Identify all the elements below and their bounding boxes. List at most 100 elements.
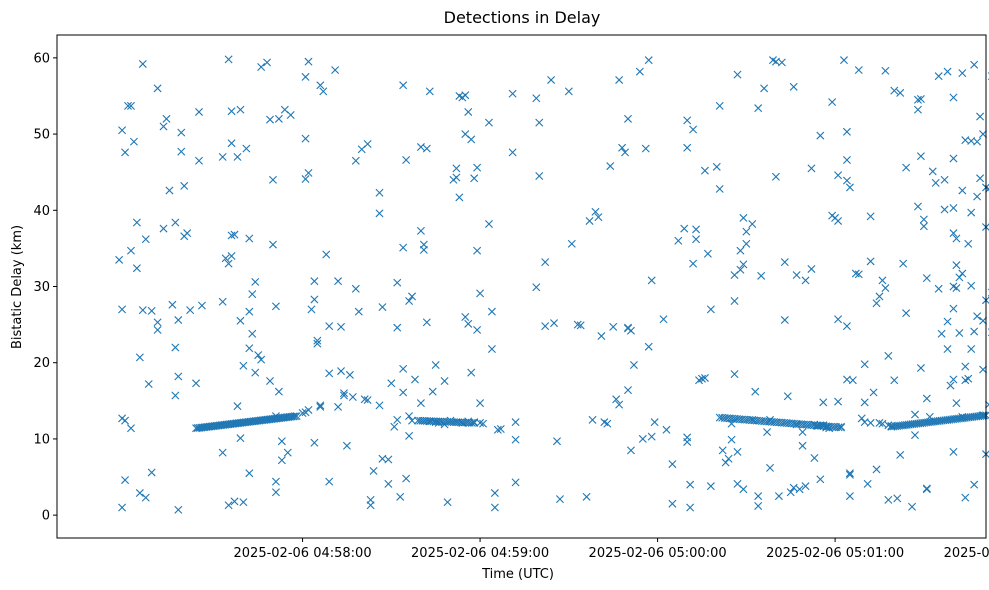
data-point bbox=[271, 488, 280, 497]
data-point bbox=[973, 312, 982, 321]
data-point bbox=[928, 167, 937, 176]
data-point bbox=[638, 434, 647, 443]
data-point bbox=[425, 87, 434, 96]
data-point bbox=[934, 284, 943, 293]
data-point bbox=[902, 163, 911, 172]
data-point bbox=[479, 419, 488, 428]
data-point bbox=[532, 283, 541, 292]
data-point bbox=[863, 479, 872, 488]
data-point bbox=[375, 188, 384, 197]
data-point bbox=[348, 393, 357, 401]
data-point bbox=[958, 269, 967, 278]
data-point bbox=[736, 265, 745, 274]
data-point bbox=[934, 72, 943, 81]
data-point bbox=[615, 400, 624, 409]
data-point bbox=[763, 428, 772, 437]
data-point bbox=[541, 258, 550, 267]
data-point bbox=[692, 225, 701, 234]
data-point bbox=[715, 184, 724, 193]
y-tick-label: 20 bbox=[33, 356, 50, 371]
data-point bbox=[916, 364, 925, 373]
data-point bbox=[700, 373, 709, 382]
data-point bbox=[706, 482, 715, 491]
data-point bbox=[339, 391, 348, 400]
x-axis-label: Time (UTC) bbox=[481, 567, 554, 582]
data-point bbox=[490, 489, 499, 498]
data-point bbox=[316, 402, 325, 411]
data-point bbox=[416, 143, 425, 152]
data-point bbox=[689, 125, 698, 134]
data-point bbox=[949, 375, 958, 384]
data-point bbox=[251, 368, 260, 377]
data-point bbox=[798, 428, 807, 437]
data-point bbox=[408, 292, 417, 301]
data-point bbox=[842, 127, 851, 136]
data-point bbox=[464, 319, 473, 328]
data-point bbox=[268, 240, 277, 249]
y-tick-label: 60 bbox=[33, 51, 50, 66]
data-point bbox=[860, 360, 869, 369]
data-point bbox=[881, 284, 890, 293]
data-point bbox=[573, 320, 582, 329]
data-point bbox=[629, 361, 638, 369]
data-point bbox=[635, 67, 644, 76]
data-point bbox=[641, 144, 650, 153]
data-point bbox=[839, 56, 848, 65]
data-point bbox=[845, 492, 854, 501]
data-point bbox=[236, 105, 245, 114]
data-point bbox=[467, 418, 476, 427]
data-point bbox=[301, 134, 310, 143]
data-point bbox=[946, 381, 955, 390]
data-point bbox=[357, 145, 366, 154]
data-point bbox=[857, 414, 866, 423]
data-point bbox=[686, 480, 695, 489]
data-point bbox=[236, 434, 245, 443]
data-point bbox=[937, 329, 946, 338]
data-point bbox=[952, 261, 961, 270]
data-point bbox=[135, 353, 144, 362]
data-point bbox=[845, 469, 854, 478]
data-point bbox=[961, 362, 970, 371]
x-tick-label: 2025-02-06 04:58:00 bbox=[234, 546, 372, 561]
data-point bbox=[550, 319, 559, 328]
data-point bbox=[967, 208, 976, 217]
data-point bbox=[612, 395, 621, 404]
data-point bbox=[443, 498, 452, 507]
data-point bbox=[138, 306, 147, 315]
data-point bbox=[118, 126, 127, 135]
data-point bbox=[405, 431, 414, 440]
data-point bbox=[689, 259, 698, 268]
data-point bbox=[369, 466, 378, 475]
data-point bbox=[242, 144, 251, 153]
data-point bbox=[624, 386, 632, 395]
data-point bbox=[399, 81, 408, 90]
data-point bbox=[245, 344, 254, 353]
data-point bbox=[390, 422, 399, 431]
chart-title: Detections in Delay bbox=[444, 8, 601, 27]
data-point bbox=[227, 252, 236, 261]
data-point bbox=[304, 168, 313, 177]
data-point bbox=[848, 376, 857, 385]
data-point bbox=[257, 355, 266, 364]
data-point bbox=[662, 425, 671, 434]
data-point bbox=[798, 441, 807, 450]
data-point bbox=[851, 269, 860, 278]
data-point bbox=[496, 425, 505, 434]
data-point bbox=[118, 503, 127, 512]
data-point bbox=[754, 492, 763, 501]
data-point bbox=[911, 431, 919, 440]
data-point bbox=[464, 107, 473, 116]
data-point bbox=[919, 215, 928, 224]
data-point bbox=[271, 477, 280, 486]
data-point bbox=[810, 453, 819, 462]
data-point bbox=[695, 376, 704, 385]
data-point bbox=[700, 166, 709, 175]
data-point bbox=[816, 475, 825, 484]
data-point bbox=[132, 264, 141, 273]
data-point bbox=[854, 270, 863, 279]
data-point bbox=[908, 502, 917, 511]
data-point bbox=[345, 370, 354, 379]
data-point bbox=[970, 327, 979, 336]
